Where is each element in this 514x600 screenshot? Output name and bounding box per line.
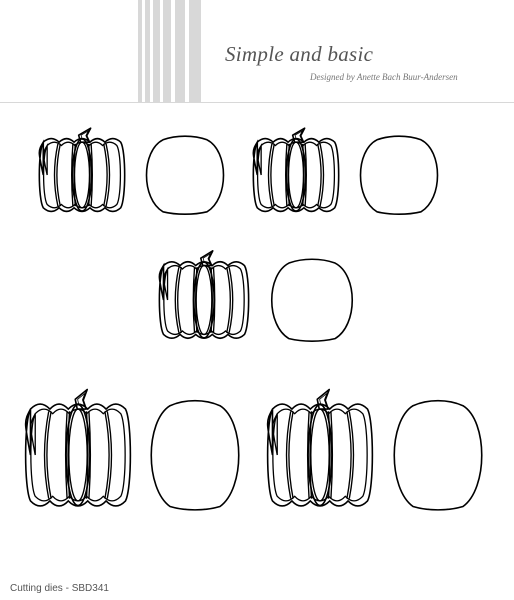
header-underline — [0, 102, 514, 103]
brand-stripes — [138, 0, 208, 102]
cutting-dies-art — [0, 120, 514, 570]
designer-credit: Designed by Anette Bach Buur-Andersen — [310, 72, 458, 82]
product-code: Cutting dies - SBD341 — [10, 583, 109, 594]
brand-title: Simple and basic — [225, 42, 373, 67]
